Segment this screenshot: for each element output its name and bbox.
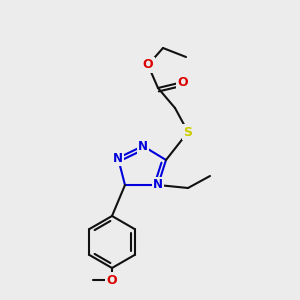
Text: S: S (184, 125, 193, 139)
Text: O: O (178, 76, 188, 88)
Text: N: N (113, 152, 123, 164)
Text: O: O (107, 274, 117, 286)
Text: N: N (153, 178, 163, 191)
Text: O: O (143, 58, 153, 71)
Text: N: N (138, 140, 148, 152)
